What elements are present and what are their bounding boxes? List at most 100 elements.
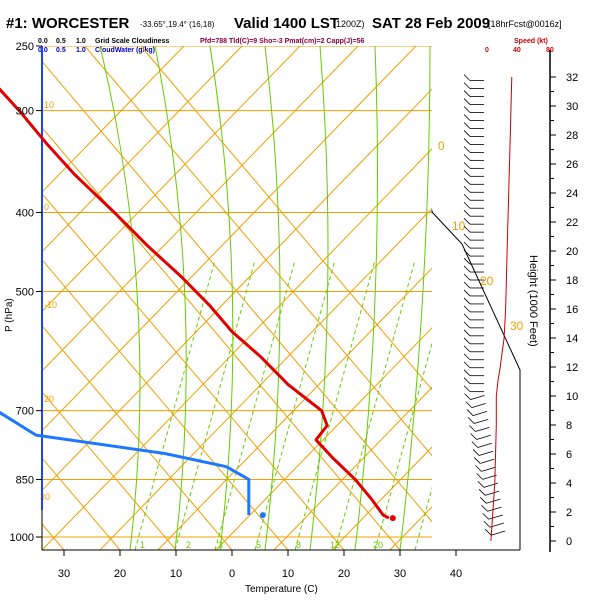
dry-adiabat: [42, 46, 185, 193]
wind-barb-feather: [463, 257, 471, 265]
dry-adiabat: [42, 46, 417, 432]
wind-barb-feather: [472, 449, 480, 456]
wind-barb-feather: [463, 98, 471, 105]
pressure-tick-label: 400: [16, 207, 34, 219]
wind-barb-feather: [463, 146, 471, 153]
height-tick-label: 30: [566, 101, 578, 113]
wind-barb-feather: [465, 401, 473, 408]
mixing-ratio-line: [414, 486, 432, 550]
wind-barb-feather: [463, 114, 471, 121]
grid-cloud-tick-2: 1.0: [76, 38, 86, 45]
right-axis-label: Height (1000 Feet): [527, 255, 539, 347]
cloud-water-label: CloudWater (g/kg): [95, 47, 155, 54]
surface-temperature-marker: [389, 515, 396, 522]
mixing-ratio-line: [294, 259, 376, 550]
wind-barb-feather: [463, 369, 471, 376]
isotherm: [42, 325, 233, 550]
isotherm: [42, 60, 432, 523]
wind-barb-feather: [463, 138, 471, 145]
height-tick-label: 28: [566, 130, 578, 142]
wind-barb-staff: [476, 434, 491, 440]
wind-barb-feather: [484, 528, 492, 536]
mixing-ratio-line: [214, 259, 296, 550]
wind-barb-feather: [463, 377, 471, 384]
wind-barb-feather: [463, 281, 471, 289]
wind-barb-feather: [463, 289, 471, 297]
isotherm: [0, 46, 8, 550]
wind-barb-feather: [463, 162, 471, 169]
dry-adiabat: [448, 46, 600, 550]
wind-barb-feather: [463, 321, 471, 329]
wind-barb-feather: [473, 457, 481, 464]
dry-adiabat-label: 30: [40, 492, 50, 502]
dry-adiabat: [564, 46, 600, 550]
temperature-tick-label: 20: [114, 568, 126, 580]
dry-adiabat-label: 10: [44, 100, 54, 110]
wind-barb-feather: [463, 305, 471, 313]
stability-params: Pfd=788 Tld(C)=9 Sho=-3 Pmat(cm)=2 Capp(…: [200, 38, 364, 45]
temperature-tick-label: 10: [170, 568, 182, 580]
y-axis-label: P (hPa): [4, 298, 15, 332]
wind-barb-feather: [463, 297, 471, 305]
station-coords: -33.65°,19.4° (16,18): [140, 20, 215, 29]
wind-barb-feather: [463, 265, 471, 273]
wind-barb-feather: [463, 273, 471, 281]
wind-barb-staff: [472, 410, 488, 416]
wind-barb-feather: [463, 122, 471, 129]
temperature-line: [0, 87, 390, 520]
wind-barb-feather: [469, 425, 476, 432]
wind-barb-staff: [487, 506, 502, 512]
isotherm: [42, 192, 345, 550]
moist-adiabat: [264, 46, 281, 550]
dry-adiabat-label: -10: [44, 300, 57, 310]
dry-adiabat: [99, 207, 432, 550]
dry-adiabat: [42, 148, 432, 550]
x-axis-label: Temperature (C): [245, 584, 318, 595]
wind-barb-feather: [463, 178, 471, 185]
temperature-tick-label: 40: [450, 568, 462, 580]
grid-cloud-label: Grid Scale Cloudiness: [95, 38, 169, 45]
speed-tick-0: 0: [485, 47, 489, 54]
temperature-tick-label: 0: [229, 568, 235, 580]
height-tick-label: 14: [566, 333, 578, 345]
isotherm: [140, 46, 432, 391]
wind-barb-feather: [463, 249, 471, 257]
wind-barb-feather: [482, 512, 489, 520]
wind-barb-feather: [464, 393, 471, 400]
dry-adiabat-label: 20: [480, 274, 494, 288]
height-tick-label: 16: [566, 304, 578, 316]
forecast-info: [18hrFcst@0016z]: [488, 19, 562, 29]
height-tick-label: 8: [566, 420, 572, 432]
height-tick-label: 22: [566, 217, 578, 229]
isotherm: [84, 46, 432, 457]
moist-adiabat: [445, 46, 485, 550]
mixing-ratio-line: [374, 341, 432, 550]
wind-barbs: [463, 74, 506, 536]
valid-date: SAT 28 Feb 2009: [372, 15, 490, 32]
wind-barb-feather: [463, 217, 471, 225]
wind-barb-feather: [476, 473, 483, 480]
wind-barb-staff: [481, 466, 496, 472]
temperature-tick-label: 30: [394, 568, 406, 580]
moist-adiabat: [209, 46, 234, 550]
dry-adiabat: [157, 267, 432, 550]
wind-barb-feather: [463, 74, 471, 81]
mixing-ratio-label: 5: [256, 540, 261, 550]
wind-barb-feather: [463, 82, 471, 89]
wind-barb-feather: [479, 497, 487, 504]
height-tick-label: 6: [566, 449, 572, 461]
cloud-water-tick-1: 0.5: [56, 47, 66, 54]
wind-barb-feather: [466, 409, 474, 416]
wind-barb-feather: [477, 481, 485, 488]
dry-adiabat: [331, 446, 432, 550]
wind-barb-feather: [463, 329, 471, 337]
wind-barb-feather: [463, 241, 471, 249]
wind-barb-staff: [474, 418, 489, 424]
wind-barb-feather: [463, 345, 471, 353]
temperature-tick-label: 30: [58, 568, 70, 580]
speed-label: Speed (kt): [514, 38, 548, 45]
wind-barb-feather: [463, 361, 471, 369]
wind-barb-feather: [463, 233, 471, 241]
valid-time: Valid 1400 LST: [234, 15, 339, 32]
